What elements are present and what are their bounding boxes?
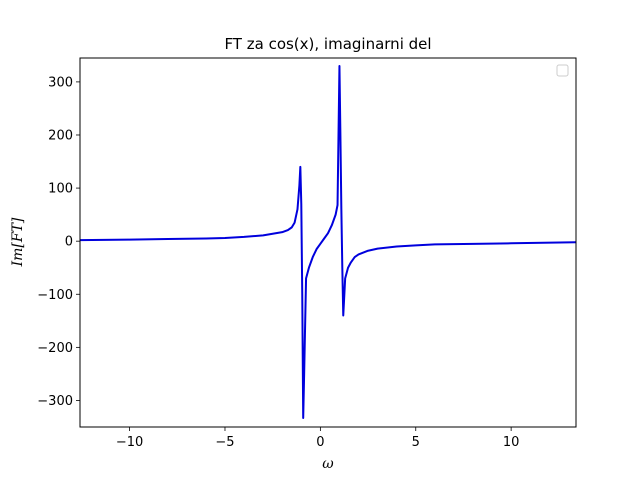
plot-frame <box>79 57 577 428</box>
x-ticks: −10 −5 0 5 10 <box>116 427 520 450</box>
x-tick-label: 10 <box>503 435 520 450</box>
y-tick-label: −300 <box>37 394 73 409</box>
y-tick-label: −100 <box>37 288 73 303</box>
x-tick-label: 0 <box>316 435 324 450</box>
x-axis-label: ω <box>322 456 334 472</box>
x-tick-label: −10 <box>116 435 143 450</box>
legend-box <box>556 64 569 77</box>
x-tick-label: −5 <box>215 435 234 450</box>
series-line <box>80 64 576 419</box>
y-tick-label: 300 <box>48 75 73 90</box>
y-ticks: −300 −200 −100 0 100 200 300 <box>37 75 80 409</box>
y-tick-label: 0 <box>65 235 73 250</box>
y-tick-label: −200 <box>37 341 73 356</box>
y-axis-label: Im[FT] <box>10 217 26 267</box>
plot-clip-area <box>80 64 576 419</box>
y-tick-label: 200 <box>48 128 73 143</box>
y-tick-label: 100 <box>48 182 73 197</box>
x-tick-label: 5 <box>412 435 420 450</box>
chart-title: FT za cos(x), imaginarni del <box>224 35 431 53</box>
